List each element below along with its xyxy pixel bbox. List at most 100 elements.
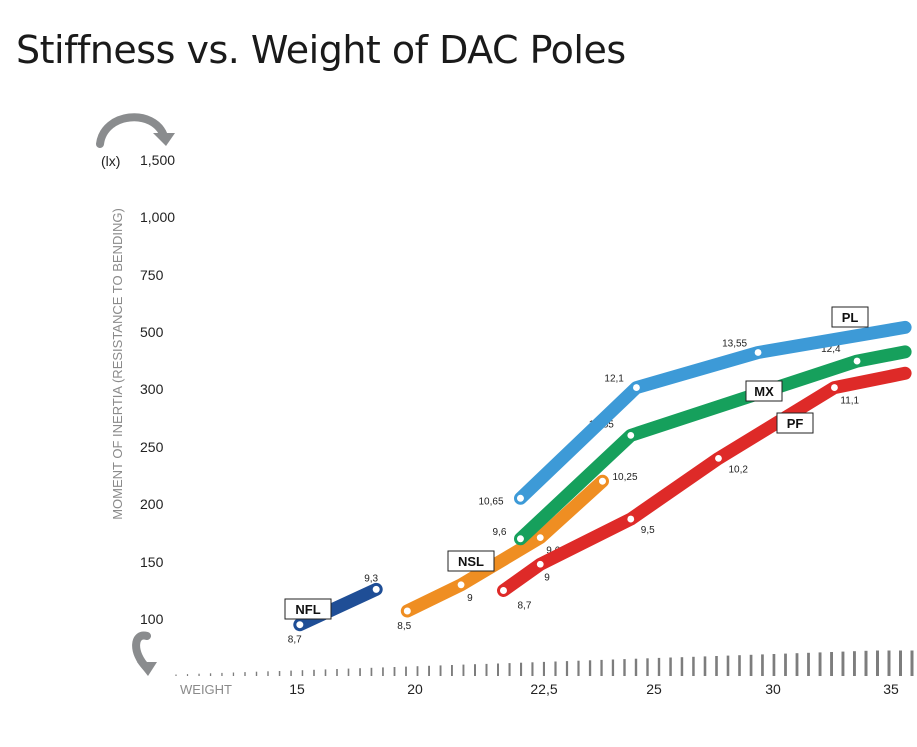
ruler-tick: [267, 671, 269, 676]
data-label: 9,5: [641, 525, 655, 536]
y-tick-label: 100: [140, 611, 164, 627]
series-tag-nsl: NSL: [447, 550, 495, 572]
data-point: [831, 384, 838, 391]
ruler-tick: [542, 661, 545, 676]
y-tick-label: 200: [140, 496, 164, 512]
data-label: 8,7: [518, 601, 532, 612]
series-tag-label: MX: [754, 384, 774, 399]
series-line-nsl: [400, 474, 609, 618]
ruler-tick: [657, 657, 661, 676]
data-point: [294, 619, 306, 631]
series-pf: 8,7 9 9,5 10,2 11,1: [497, 366, 912, 612]
bending-arrow-icon: [96, 113, 175, 148]
ruler-tick: [611, 659, 615, 676]
ruler-tick: [703, 656, 707, 676]
ruler-tick: [715, 656, 718, 676]
ruler-tick: [393, 667, 396, 676]
ruler-tick: [634, 658, 638, 676]
ruler-tick: [588, 660, 592, 676]
data-point: [457, 581, 465, 589]
x-tick-label: 25: [646, 681, 662, 697]
y-tick-label: 300: [140, 381, 164, 397]
ruler-tick: [255, 671, 258, 676]
ruler-tick: [738, 655, 741, 676]
ruler-tick: [600, 659, 603, 676]
ruler-tick: [680, 657, 684, 676]
x-tick-label: 20: [407, 681, 423, 697]
x-tick-label: 22,5: [530, 681, 557, 697]
y-axis-ticks: 100 150 200 250 300 500 750 1,000 1,500: [140, 152, 175, 627]
ruler-tick: [428, 665, 430, 676]
chart-title: Stiffness vs. Weight of DAC Poles: [16, 28, 626, 72]
data-label: 9,3: [364, 573, 378, 584]
ruler-tick: [795, 653, 799, 676]
ruler-tick: [508, 663, 511, 676]
ruler-tick: [910, 650, 914, 676]
series-tag-pl: PL: [831, 306, 869, 328]
ruler-tick: [485, 663, 488, 676]
ruler-tick: [451, 665, 453, 676]
series-line-mx: [514, 345, 912, 546]
data-point: [401, 605, 413, 617]
ruler-tick: [336, 669, 338, 676]
series-tag-box: [745, 380, 783, 402]
data-point: [627, 515, 635, 523]
series-tag-box: [776, 412, 814, 434]
series-tag-box: [284, 598, 332, 620]
ruler-tick: [726, 655, 730, 676]
data-point: [497, 585, 509, 596]
data-label: 11,1: [840, 396, 859, 407]
data-label: 10,2: [729, 464, 749, 475]
ruler-tick: [405, 666, 407, 676]
data-label: 13,55: [722, 339, 747, 350]
ruler-tick: [359, 668, 361, 676]
ruler-tick: [209, 673, 212, 676]
series-tag-mx: MX: [745, 380, 783, 402]
data-point: [514, 533, 526, 545]
x-axis-ticks: 15 20 22,5 25 30 35: [289, 681, 899, 697]
ruler-tick: [301, 670, 304, 676]
ruler-tick: [565, 661, 569, 676]
data-label: 8,5: [397, 621, 411, 632]
ruler-tick: [887, 650, 891, 676]
ruler-tick: [474, 664, 476, 676]
ruler-tick: [807, 652, 810, 676]
series-line-pf: [497, 366, 912, 597]
ruler-tick: [370, 667, 373, 676]
ruler-tick: [244, 672, 246, 676]
ruler-tick: [186, 674, 189, 676]
ruler-tick: [818, 652, 822, 676]
ruler-tick: [462, 664, 465, 676]
series-tag-label: NFL: [295, 602, 320, 617]
data-label: 12,1: [604, 374, 624, 385]
y-tick-label: 150: [140, 554, 164, 570]
y-tick-label: 1,000: [140, 209, 175, 225]
series-layer: 8,79,38,599,610,258,799,510,211,19,610,8…: [288, 320, 912, 646]
y-tick-label: 1,500: [140, 152, 175, 168]
ruler-tick: [198, 673, 200, 676]
ruler-tick: [416, 666, 419, 676]
data-label: 8,7: [288, 635, 302, 646]
series-tags: NFL NSL PF MX PL: [284, 306, 869, 620]
ruler-tick: [347, 668, 350, 676]
y-tick-label: 250: [140, 439, 164, 455]
data-point: [370, 583, 382, 595]
ruler-tick: [761, 654, 764, 676]
data-point: [514, 492, 526, 504]
series-tag-box: [831, 306, 869, 328]
ruler-tick: [876, 650, 879, 676]
ruler-tick: [853, 651, 856, 676]
x-tick-label: 30: [765, 681, 781, 697]
data-label: 12,4: [821, 344, 841, 355]
series-tag-nfl: NFL: [284, 598, 332, 620]
ruler-tick: [313, 669, 315, 676]
ruler-tick: [669, 657, 672, 676]
ruler-tick: [324, 669, 327, 676]
series-tag-label: NSL: [458, 554, 484, 569]
ruler-tick: [221, 672, 223, 676]
ruler-tick: [784, 653, 787, 676]
ruler-tick: [864, 650, 868, 676]
y-tick-label: 500: [140, 324, 164, 340]
ruler-tick: [278, 671, 281, 676]
